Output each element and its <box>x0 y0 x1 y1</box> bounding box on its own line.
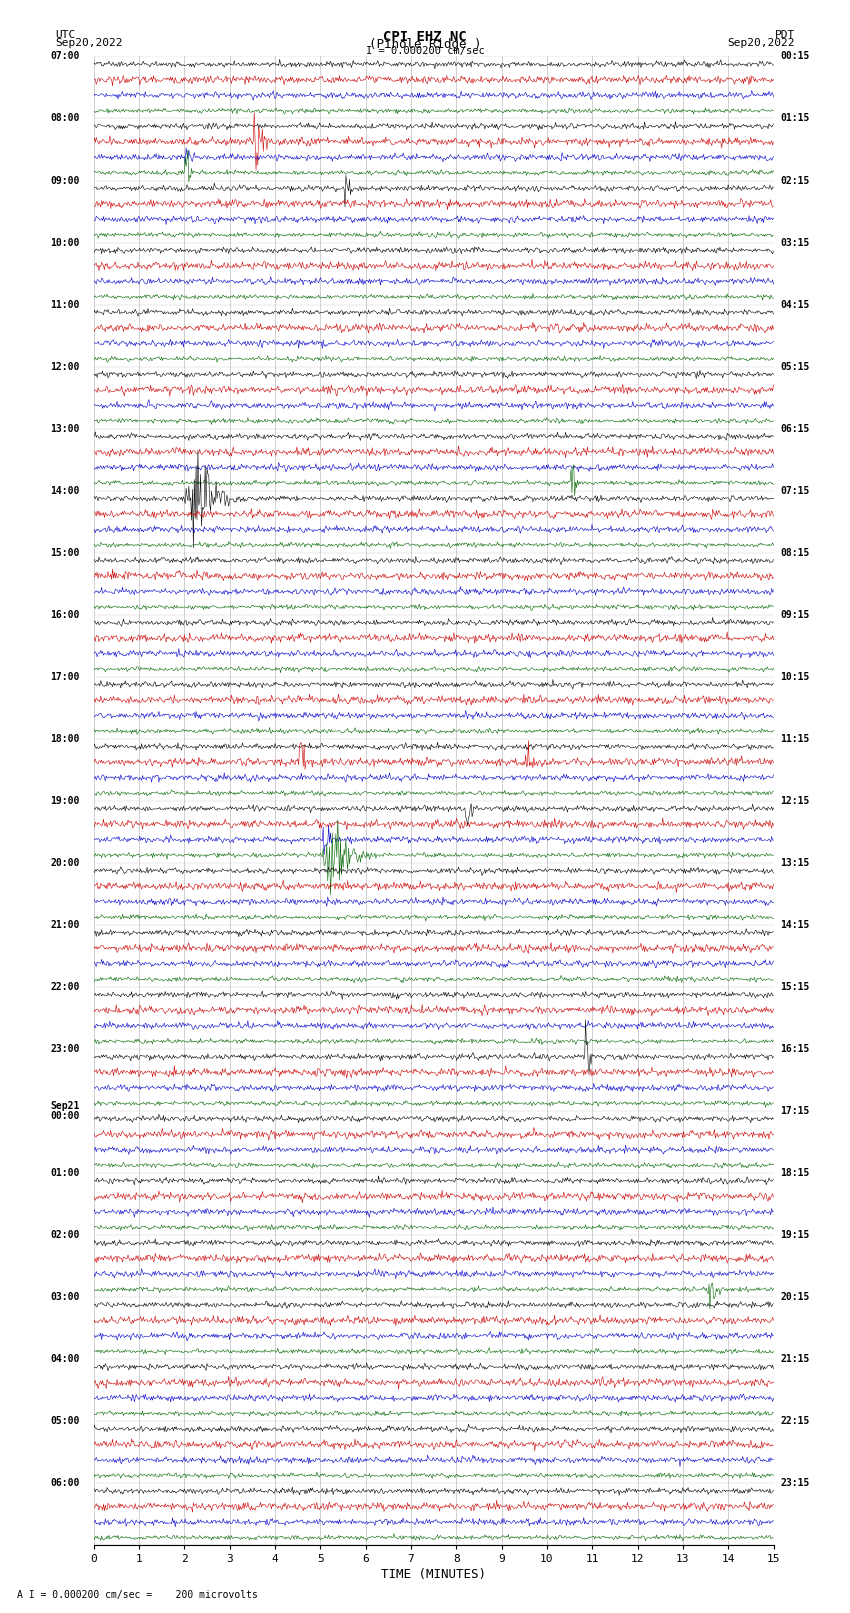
Text: 13:00: 13:00 <box>50 424 80 434</box>
X-axis label: TIME (MINUTES): TIME (MINUTES) <box>381 1568 486 1581</box>
Text: 16:15: 16:15 <box>780 1044 810 1053</box>
Text: PDT: PDT <box>774 31 795 40</box>
Text: I = 0.000200 cm/sec: I = 0.000200 cm/sec <box>366 45 484 56</box>
Text: 22:00: 22:00 <box>50 982 80 992</box>
Text: 13:15: 13:15 <box>780 858 810 868</box>
Text: 00:15: 00:15 <box>780 52 810 61</box>
Text: 08:00: 08:00 <box>50 113 80 124</box>
Text: 20:00: 20:00 <box>50 858 80 868</box>
Text: 18:00: 18:00 <box>50 734 80 744</box>
Text: Sep21: Sep21 <box>50 1102 80 1111</box>
Text: 00:00: 00:00 <box>50 1111 80 1121</box>
Text: 05:15: 05:15 <box>780 361 810 371</box>
Text: 09:00: 09:00 <box>50 176 80 185</box>
Text: 11:00: 11:00 <box>50 300 80 310</box>
Text: 12:15: 12:15 <box>780 795 810 806</box>
Text: 09:15: 09:15 <box>780 610 810 619</box>
Text: 23:00: 23:00 <box>50 1044 80 1053</box>
Text: 16:00: 16:00 <box>50 610 80 619</box>
Text: 07:00: 07:00 <box>50 52 80 61</box>
Text: 21:15: 21:15 <box>780 1355 810 1365</box>
Text: 23:15: 23:15 <box>780 1478 810 1489</box>
Text: Sep20,2022: Sep20,2022 <box>728 37 795 48</box>
Text: 17:00: 17:00 <box>50 671 80 682</box>
Text: 15:15: 15:15 <box>780 982 810 992</box>
Text: 02:00: 02:00 <box>50 1231 80 1240</box>
Text: (Pinole Ridge ): (Pinole Ridge ) <box>369 37 481 52</box>
Text: 05:00: 05:00 <box>50 1416 80 1426</box>
Text: UTC: UTC <box>55 31 76 40</box>
Text: 21:00: 21:00 <box>50 919 80 931</box>
Text: 11:15: 11:15 <box>780 734 810 744</box>
Text: 08:15: 08:15 <box>780 548 810 558</box>
Text: 06:00: 06:00 <box>50 1478 80 1489</box>
Text: 03:00: 03:00 <box>50 1292 80 1302</box>
Text: 10:00: 10:00 <box>50 237 80 247</box>
Text: 04:00: 04:00 <box>50 1355 80 1365</box>
Text: 14:00: 14:00 <box>50 486 80 495</box>
Text: 03:15: 03:15 <box>780 237 810 247</box>
Text: 01:15: 01:15 <box>780 113 810 124</box>
Text: 02:15: 02:15 <box>780 176 810 185</box>
Text: 06:15: 06:15 <box>780 424 810 434</box>
Text: 04:15: 04:15 <box>780 300 810 310</box>
Text: 20:15: 20:15 <box>780 1292 810 1302</box>
Text: 19:15: 19:15 <box>780 1231 810 1240</box>
Text: 07:15: 07:15 <box>780 486 810 495</box>
Text: 10:15: 10:15 <box>780 671 810 682</box>
Text: 18:15: 18:15 <box>780 1168 810 1177</box>
Text: 12:00: 12:00 <box>50 361 80 371</box>
Text: 17:15: 17:15 <box>780 1107 810 1116</box>
Text: 22:15: 22:15 <box>780 1416 810 1426</box>
Text: A I = 0.000200 cm/sec =    200 microvolts: A I = 0.000200 cm/sec = 200 microvolts <box>17 1590 258 1600</box>
Text: 14:15: 14:15 <box>780 919 810 931</box>
Text: 19:00: 19:00 <box>50 795 80 806</box>
Text: Sep20,2022: Sep20,2022 <box>55 37 122 48</box>
Text: 15:00: 15:00 <box>50 548 80 558</box>
Text: 01:00: 01:00 <box>50 1168 80 1177</box>
Text: CPI EHZ NC: CPI EHZ NC <box>383 31 467 44</box>
